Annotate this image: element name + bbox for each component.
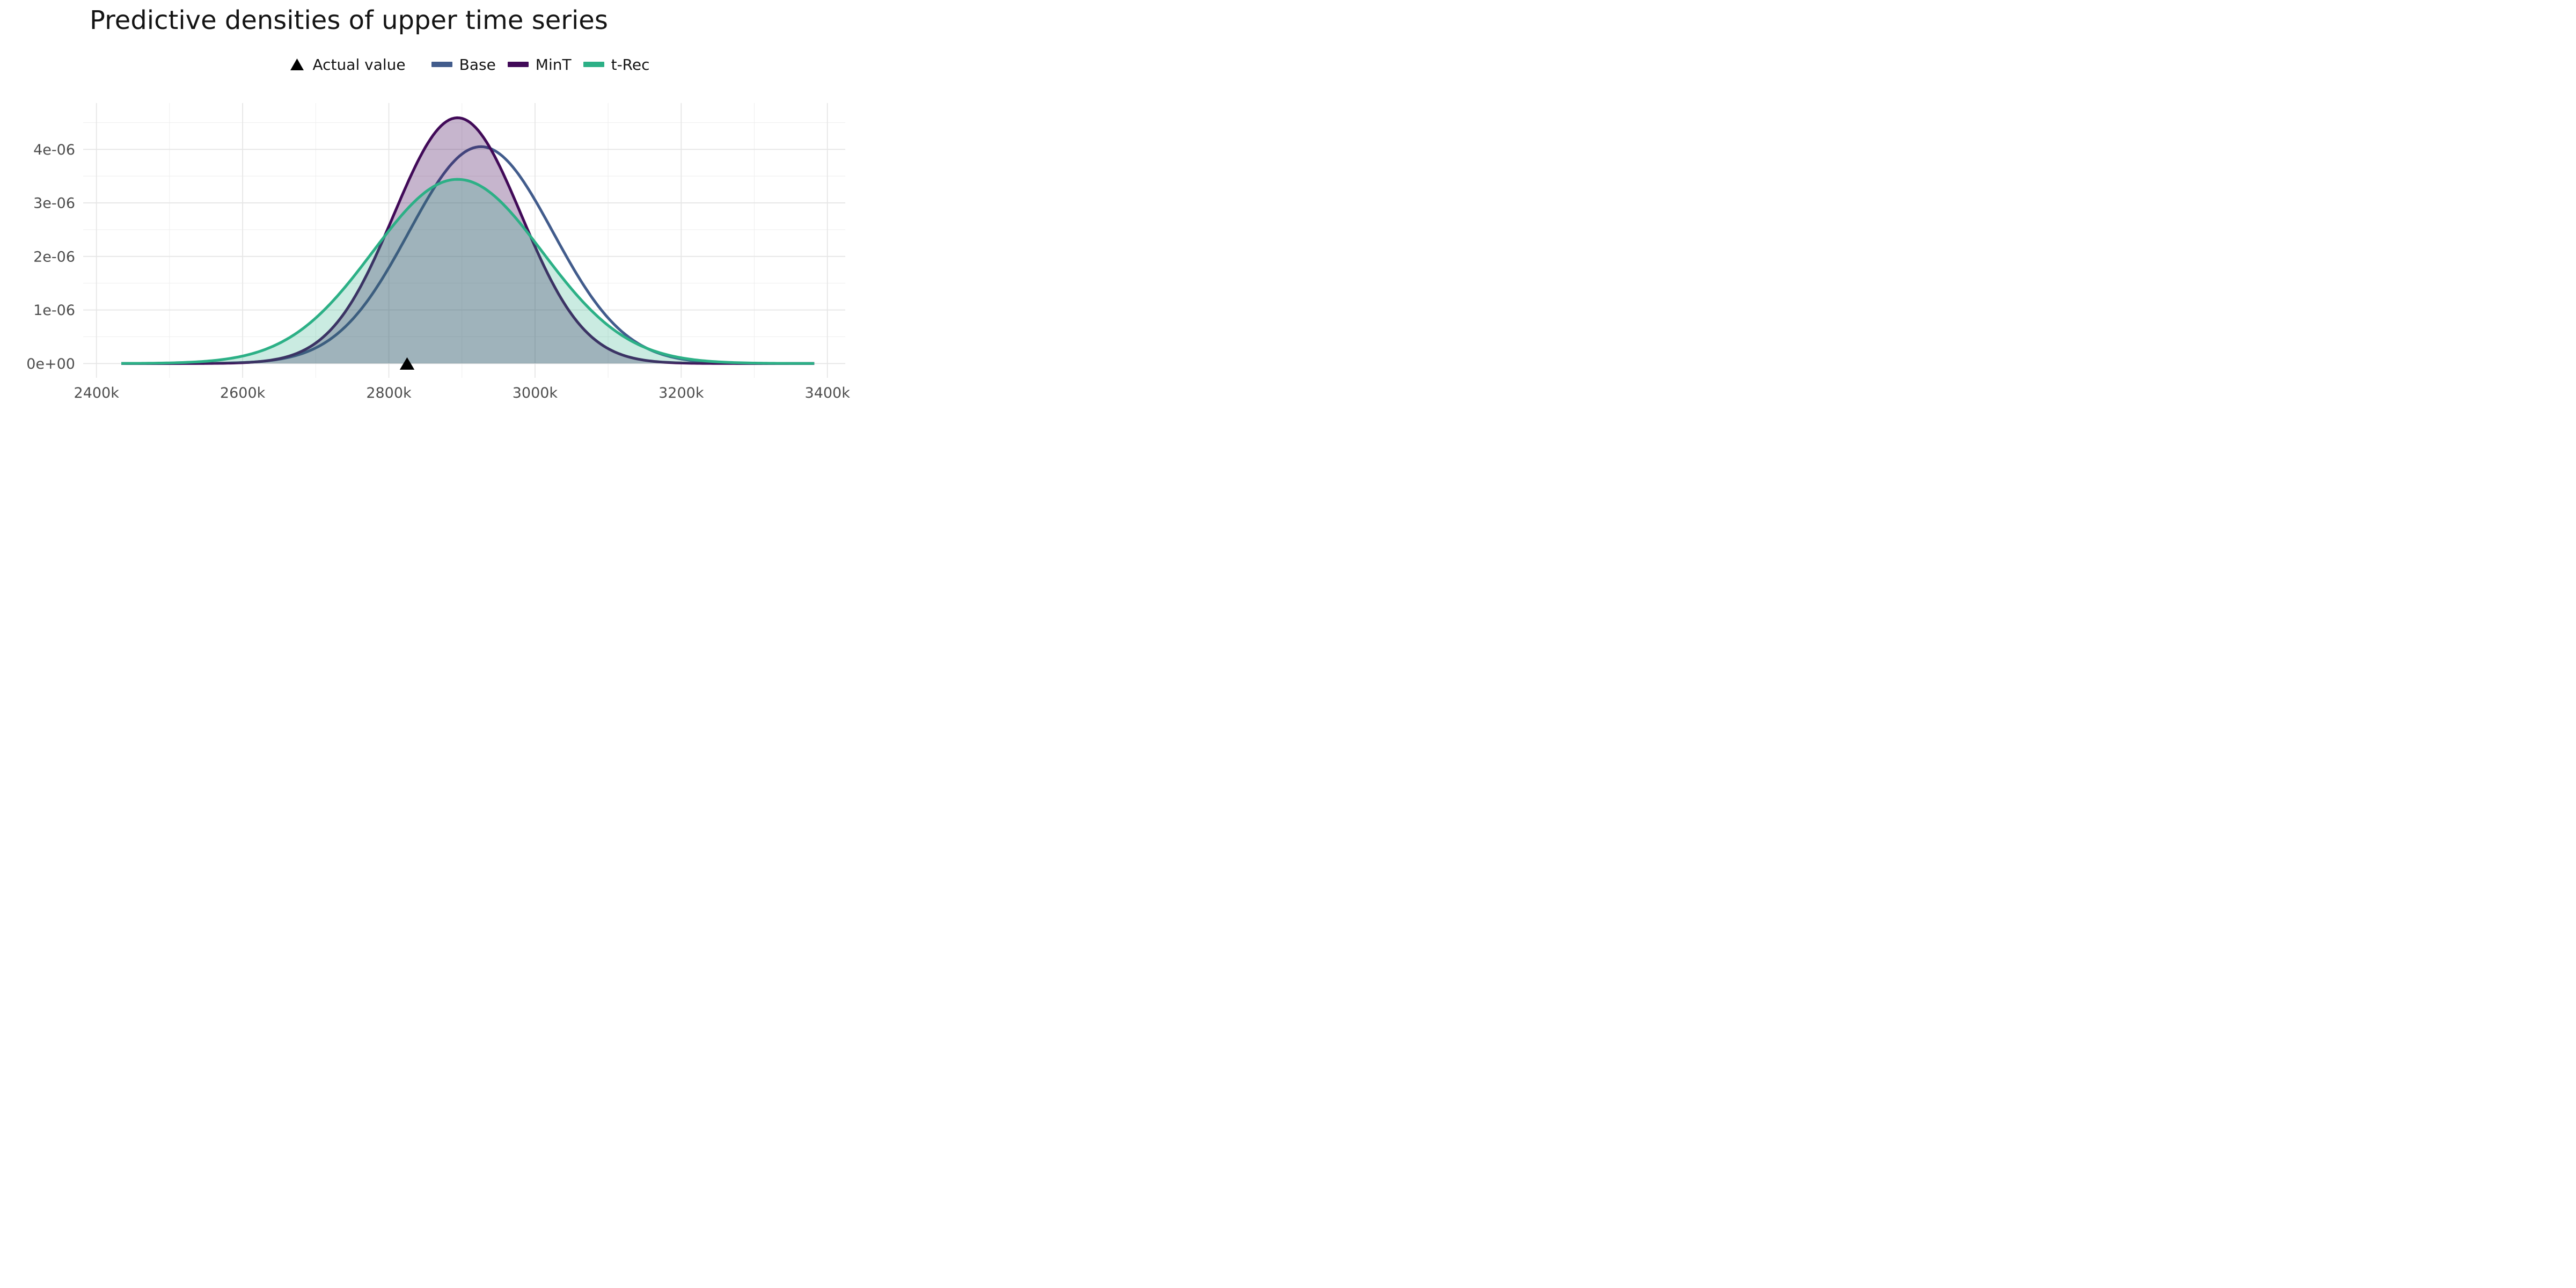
y-axis-tick-labels: 0e+00 1e-06 2e-06 3e-06 4e-06	[26, 142, 75, 372]
mint-line-key-icon	[507, 62, 529, 67]
grid-minor-lines	[83, 103, 845, 378]
density-plot: 2400k 2600k 2800k 3000k 3200k 3400k 0e+0…	[26, 103, 851, 401]
triangle-up-icon	[290, 58, 304, 70]
t-rec-line-key-icon	[583, 62, 604, 67]
density-curves	[121, 116, 815, 365]
legend: Actual value Base MinT t-Rec	[0, 52, 859, 77]
x-tick-label: 3000k	[513, 385, 558, 401]
x-tick-label: 2800k	[366, 385, 412, 401]
mint-density-fill	[121, 118, 815, 364]
y-tick-label: 2e-06	[33, 248, 75, 265]
y-tick-label: 0e+00	[26, 356, 75, 372]
chart-container: Predictive densities of upper time serie…	[0, 0, 859, 429]
x-tick-label: 3400k	[805, 385, 851, 401]
x-tick-label: 3200k	[658, 385, 704, 401]
y-tick-label: 1e-06	[33, 302, 75, 319]
chart-title: Predictive densities of upper time serie…	[90, 5, 608, 35]
x-tick-label: 2600k	[220, 385, 266, 401]
legend-item-actual-value: Actual value	[290, 56, 406, 74]
y-tick-label: 4e-06	[33, 142, 75, 158]
t-rec-density-fill	[121, 179, 815, 364]
actual-value-marker	[399, 357, 415, 370]
legend-label-t-rec: t-Rec	[611, 55, 650, 74]
base-line-key-icon	[431, 62, 452, 67]
legend-label-actual-value: Actual value	[312, 55, 406, 74]
x-axis-tick-labels: 2400k 2600k 2800k 3000k 3200k 3400k	[74, 385, 851, 401]
legend-item-t-rec: t-Rec	[583, 56, 650, 74]
y-tick-label: 3e-06	[33, 195, 75, 212]
mint-density-line	[121, 116, 815, 365]
t-rec-density-line	[121, 178, 815, 365]
legend-label-base: Base	[459, 55, 496, 74]
legend-item-mint: MinT	[507, 55, 572, 74]
x-tick-label: 2400k	[74, 385, 120, 401]
legend-label-mint: MinT	[535, 55, 572, 74]
legend-item-base: Base	[431, 56, 496, 74]
